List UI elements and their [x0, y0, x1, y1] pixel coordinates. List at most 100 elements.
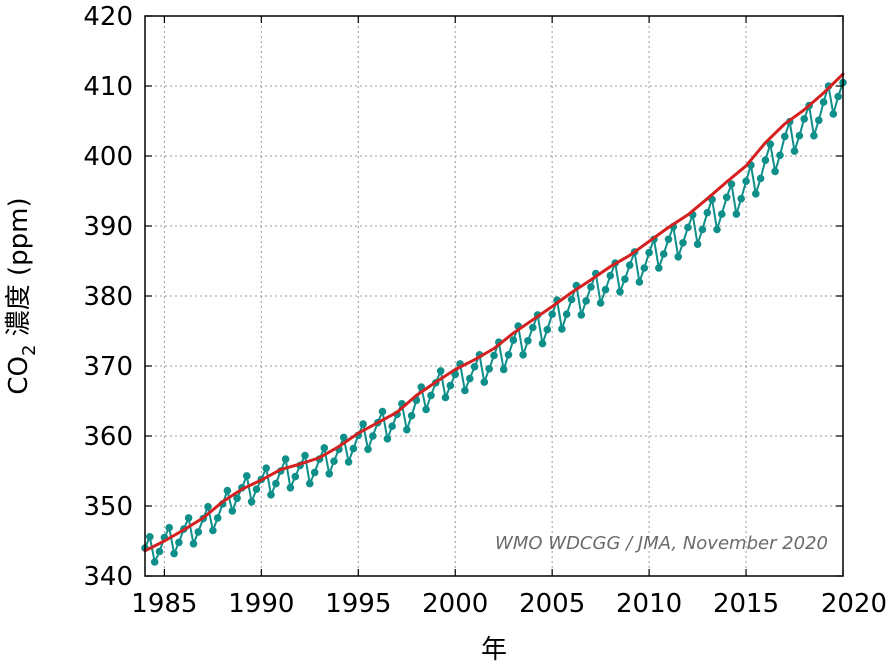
- monthly-point: [480, 378, 489, 386]
- monthly-point: [291, 472, 300, 481]
- monthly-point: [519, 351, 527, 359]
- monthly-point: [781, 132, 789, 141]
- monthly-point: [146, 533, 154, 541]
- monthly-point: [529, 323, 537, 332]
- monthly-point: [548, 310, 556, 319]
- monthly-point: [223, 486, 232, 495]
- monthly-point: [155, 547, 164, 556]
- monthly-point: [403, 425, 411, 434]
- y-tick-label: 360: [83, 422, 133, 452]
- monthly-point: [703, 208, 712, 217]
- monthly-point: [228, 507, 237, 515]
- monthly-point: [659, 250, 668, 258]
- monthly-point: [737, 194, 745, 203]
- monthly-point: [383, 435, 392, 443]
- monthly-point: [693, 240, 702, 248]
- monthly-point: [752, 190, 760, 198]
- monthly-point: [761, 156, 770, 164]
- monthly-point: [325, 470, 334, 478]
- monthly-point: [625, 261, 634, 270]
- monthly-point: [524, 337, 532, 345]
- monthly-point: [684, 223, 692, 232]
- y-tick-label: 400: [83, 142, 133, 172]
- monthly-point: [359, 420, 367, 428]
- monthly-point: [815, 116, 823, 125]
- monthly-point: [213, 514, 222, 522]
- monthly-point: [596, 299, 605, 307]
- monthly-point: [150, 558, 159, 566]
- x-tick-label: 1990: [228, 589, 294, 619]
- monthly-point: [621, 275, 629, 284]
- monthly-point: [339, 433, 348, 442]
- monthly-point: [727, 180, 736, 188]
- monthly-point: [577, 311, 586, 319]
- monthly-point: [446, 381, 455, 390]
- y-tick-label: 420: [83, 2, 133, 32]
- monthly-point: [233, 494, 241, 503]
- monthly-point: [466, 374, 474, 383]
- monthly-point: [175, 538, 183, 547]
- monthly-point: [320, 444, 329, 452]
- monthly-point: [771, 167, 779, 176]
- monthly-point: [252, 485, 261, 494]
- monthly-point: [713, 225, 721, 234]
- y-axis-label-subscript: 2: [19, 345, 40, 356]
- monthly-point: [407, 411, 416, 420]
- monthly-point: [538, 339, 547, 348]
- monthly-point: [286, 484, 295, 492]
- monthly-point: [810, 131, 818, 140]
- monthly-point: [640, 264, 649, 272]
- monthly-point: [378, 407, 387, 416]
- monthly-point: [262, 464, 271, 473]
- monthly-point: [504, 351, 513, 359]
- y-axis-label: CO2 濃度 (ppm): [4, 197, 40, 394]
- monthly-point: [165, 523, 173, 532]
- monthly-point: [674, 252, 682, 261]
- monthly-point: [470, 362, 479, 371]
- monthly-point: [756, 174, 765, 183]
- monthly-point: [306, 479, 314, 488]
- monthly-point: [364, 445, 372, 454]
- monthly-point: [742, 177, 750, 185]
- monthly-point: [247, 498, 256, 506]
- x-tick-label: 2010: [616, 589, 682, 619]
- monthly-point: [800, 115, 808, 123]
- monthly-point: [272, 479, 280, 488]
- axis-ticks: 1985 1990 1995 2000 2005 2010 2015 2020 340 350 36…: [83, 2, 887, 619]
- x-tick-label: 2005: [519, 589, 585, 619]
- x-axis-label: 年: [481, 635, 507, 665]
- monthly-point: [422, 405, 430, 414]
- monthly-point: [189, 540, 198, 548]
- x-tick-label: 2015: [713, 589, 779, 619]
- y-tick-label: 410: [83, 72, 133, 102]
- monthly-point: [718, 210, 726, 218]
- monthly-point: [427, 391, 435, 400]
- monthly-point: [204, 502, 212, 511]
- monthly-point: [698, 225, 707, 234]
- trend-series: [143, 72, 845, 553]
- monthly-point: [582, 297, 590, 305]
- monthly-point: [369, 432, 377, 440]
- monthly-point: [722, 193, 731, 202]
- monthly-point: [461, 386, 469, 395]
- monthly-point: [616, 288, 624, 296]
- source-annotation: WMO WDCGG / JMA, November 2020: [495, 533, 828, 554]
- monthly-point: [209, 526, 217, 535]
- monthly-point: [499, 365, 508, 374]
- monthly-point: [679, 239, 687, 247]
- monthly-point: [194, 528, 203, 536]
- monthly-point: [790, 147, 799, 155]
- monthly-point: [388, 422, 397, 431]
- monthly-point: [819, 98, 828, 106]
- monthly-point: [645, 248, 653, 257]
- monthly-point: [587, 283, 595, 291]
- y-tick-label: 380: [83, 282, 133, 312]
- monthly-point: [417, 383, 426, 391]
- monthly-point: [567, 295, 576, 304]
- monthly-point: [243, 472, 251, 480]
- monthly-point: [562, 310, 571, 319]
- monthly-point: [301, 451, 309, 460]
- monthly-point: [543, 325, 552, 334]
- y-tick-label: 370: [83, 352, 133, 382]
